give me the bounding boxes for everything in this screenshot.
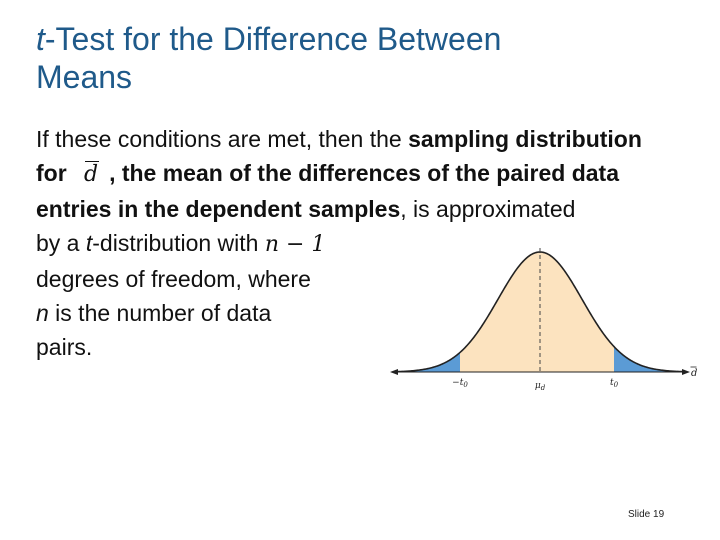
- body-seg7: degrees of freedom, where: [36, 266, 311, 292]
- title-line1: -Test for the Difference Between: [44, 21, 502, 57]
- distribution-curve: [397, 251, 685, 373]
- body-seg3: , the mean of the differences of the pai…: [36, 160, 619, 222]
- mean-label: μd: [535, 381, 546, 392]
- axis-label-dbar: d: [691, 368, 697, 379]
- d-bar-letter: d: [84, 162, 99, 187]
- body-seg5: by a: [36, 230, 86, 256]
- body-seg8: is the number of data: [48, 300, 272, 326]
- body-seg4: , is approximated: [400, 196, 576, 222]
- slide-number: Slide 19: [628, 509, 665, 520]
- title-italic-t: t: [36, 21, 45, 57]
- body-paragraph: If these conditions are met, then the sa…: [36, 122, 676, 364]
- body-seg5-italic: t: [85, 230, 93, 256]
- body-seg1: If these conditions are met, then the: [36, 126, 409, 152]
- slide-title: t-Test for the Difference Between Means: [36, 20, 676, 96]
- title-line2: Means: [36, 59, 133, 95]
- right-tail-area: [614, 346, 684, 372]
- body-seg2: sampling distribution for: [36, 126, 642, 186]
- df-expression: n − 1: [264, 232, 326, 257]
- d-bar-symbol: d: [73, 158, 109, 192]
- axis-left-arrow: [390, 369, 398, 375]
- body-seg8-italic: n: [36, 300, 49, 326]
- right-critical-label: t0: [610, 378, 619, 389]
- left-tail-area: [398, 352, 460, 372]
- axis-right-arrow: [682, 369, 690, 375]
- t-distribution-figure: −t0 μd t0 d: [390, 248, 697, 392]
- body-seg6: -distribution with: [92, 230, 265, 256]
- body-seg9: pairs.: [36, 334, 93, 360]
- left-critical-label: −t0: [452, 378, 468, 389]
- overbar: [85, 161, 100, 162]
- central-area: [460, 252, 614, 372]
